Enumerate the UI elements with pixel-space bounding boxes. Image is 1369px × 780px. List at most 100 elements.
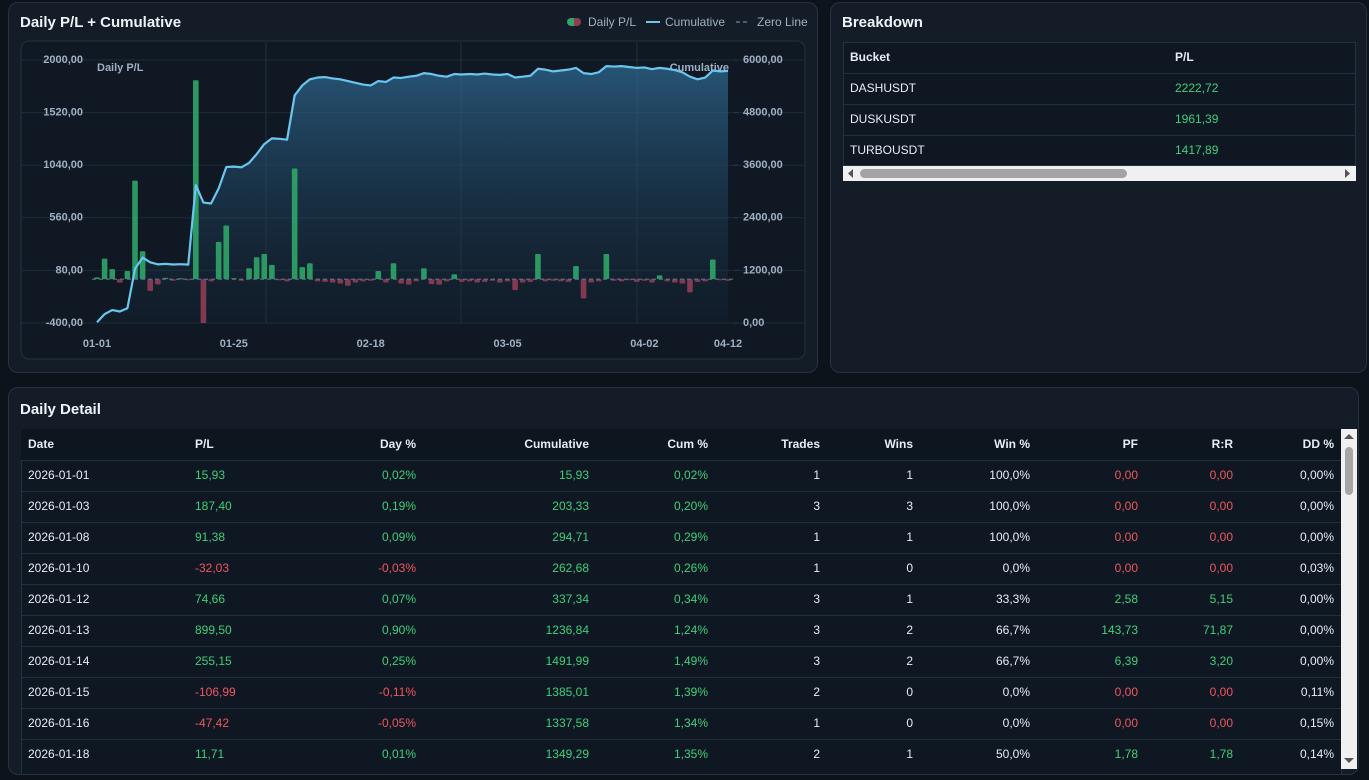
bar bbox=[580, 279, 587, 299]
table-header: DD % bbox=[1302, 437, 1334, 451]
table-cell: 255,15 bbox=[195, 654, 232, 668]
table-cell: 0,00% bbox=[1299, 530, 1334, 544]
bar bbox=[253, 257, 260, 280]
bar bbox=[269, 264, 275, 280]
detail-title: Daily Detail bbox=[20, 401, 101, 418]
bar bbox=[276, 279, 283, 281]
table-cell: 2026-01-14 bbox=[28, 654, 90, 668]
table-cell: 1491,99 bbox=[545, 654, 589, 668]
table-cell: 3 bbox=[813, 623, 820, 637]
table-header: Cum % bbox=[667, 437, 708, 451]
table-cell: 2026-01-03 bbox=[28, 499, 90, 513]
table-cell: 203,33 bbox=[552, 499, 589, 513]
table-cell: 2026-01-10 bbox=[28, 561, 90, 575]
table-header: Day % bbox=[379, 437, 416, 451]
scroll-arrows[interactable] bbox=[1343, 431, 1355, 767]
y-tick-label: 1520,00 bbox=[43, 107, 83, 119]
legend-label[interactable]: Daily P/L bbox=[588, 15, 636, 29]
bar bbox=[215, 241, 222, 280]
row-separator bbox=[22, 522, 1341, 523]
legend-label[interactable]: Cumulative bbox=[665, 15, 725, 29]
table-cell: 0,26% bbox=[673, 561, 708, 575]
table-cell: 1 bbox=[906, 530, 913, 544]
table-cell: 1,49% bbox=[673, 654, 708, 668]
table-cell: 0,00 bbox=[1209, 468, 1233, 482]
scroll-arrows[interactable] bbox=[846, 168, 1354, 179]
scroll-thumb[interactable] bbox=[860, 169, 1127, 178]
table-cell: 1337,58 bbox=[545, 716, 589, 730]
table-cell: 1 bbox=[906, 747, 913, 761]
table-cell: TURBOUSDT bbox=[850, 143, 925, 157]
table-cell: 1417,89 bbox=[1175, 143, 1219, 157]
scroll-thumb[interactable] bbox=[1345, 447, 1353, 495]
table-cell: 262,68 bbox=[552, 561, 589, 575]
table-header: P/L bbox=[195, 437, 214, 451]
table-header: Trades bbox=[781, 437, 820, 451]
bar bbox=[459, 279, 465, 282]
table-cell: 3,20 bbox=[1209, 654, 1233, 668]
bar bbox=[246, 268, 252, 280]
bar bbox=[405, 279, 412, 285]
table-cell: 0,25% bbox=[381, 654, 416, 668]
bar bbox=[398, 279, 404, 284]
x-tick-label: 01-25 bbox=[220, 338, 248, 350]
bar bbox=[656, 275, 663, 280]
table-cell: 0,00 bbox=[1114, 468, 1138, 482]
table-cell: 0,15% bbox=[1299, 716, 1334, 730]
table-cell: 100,0% bbox=[989, 530, 1030, 544]
v-scrollbar[interactable] bbox=[1341, 429, 1357, 769]
table-cell: 1236,84 bbox=[545, 623, 589, 637]
bar bbox=[200, 279, 207, 323]
table-cell: 2 bbox=[813, 747, 820, 761]
bar bbox=[223, 225, 230, 280]
y-tick-label: 1040,00 bbox=[43, 159, 83, 171]
table-cell: 0,0% bbox=[1002, 716, 1030, 730]
y2-tick-label: 1200,00 bbox=[743, 264, 783, 276]
table-cell: 11,71 bbox=[195, 747, 225, 761]
table-cell: 0,00 bbox=[1114, 685, 1138, 699]
table-header: Wins bbox=[884, 437, 913, 451]
y2-tick-label: 0,00 bbox=[743, 317, 764, 329]
bar bbox=[337, 279, 344, 284]
bar bbox=[109, 269, 116, 280]
table-cell: DUSKUSDT bbox=[850, 112, 917, 126]
table-cell: 2026-01-18 bbox=[28, 747, 90, 761]
table-cell: 0,20% bbox=[673, 499, 708, 513]
bar bbox=[535, 253, 541, 280]
row-separator bbox=[844, 73, 1355, 74]
table-cell: 91,38 bbox=[195, 530, 226, 544]
bar bbox=[383, 279, 389, 283]
table-cell: 2026-01-08 bbox=[28, 530, 90, 544]
table-cell: -47,42 bbox=[195, 716, 230, 730]
table-cell: 2 bbox=[906, 623, 913, 637]
table-cell: 0,02% bbox=[673, 468, 708, 482]
chart-title: Daily P/L + Cumulative bbox=[20, 14, 181, 31]
table-cell: 0,00 bbox=[1114, 530, 1138, 544]
bar bbox=[124, 270, 131, 280]
table-cell: 0,07% bbox=[381, 592, 416, 606]
table-cell: 0,00 bbox=[1209, 685, 1233, 699]
bar bbox=[474, 279, 480, 283]
y-tick-label: 560,00 bbox=[49, 212, 83, 224]
bar bbox=[352, 279, 359, 283]
table-cell: 5,15 bbox=[1209, 592, 1233, 606]
bar bbox=[193, 80, 199, 280]
table-cell: 0,14% bbox=[1299, 747, 1334, 761]
table-header: Cumulative bbox=[524, 437, 589, 451]
table-cell: 0,00% bbox=[1299, 499, 1334, 513]
table-cell: -0,11% bbox=[378, 685, 416, 699]
table-cell: 1 bbox=[813, 561, 820, 575]
y2-tick-label: 2400,00 bbox=[743, 212, 783, 224]
x-tick-label: 03-05 bbox=[493, 338, 521, 350]
table-cell: 0,00 bbox=[1209, 499, 1233, 513]
x-tick-label: 02-18 bbox=[357, 338, 385, 350]
bar bbox=[291, 168, 298, 280]
table-cell: 1,78 bbox=[1114, 747, 1138, 761]
table-cell: -0,03% bbox=[377, 561, 416, 575]
legend-label[interactable]: Zero Line bbox=[757, 15, 808, 29]
table-cell: 0,00 bbox=[1114, 561, 1138, 575]
table-cell: 1 bbox=[906, 592, 913, 606]
table-header: Date bbox=[28, 437, 55, 451]
detail-header-bg bbox=[21, 429, 1341, 460]
